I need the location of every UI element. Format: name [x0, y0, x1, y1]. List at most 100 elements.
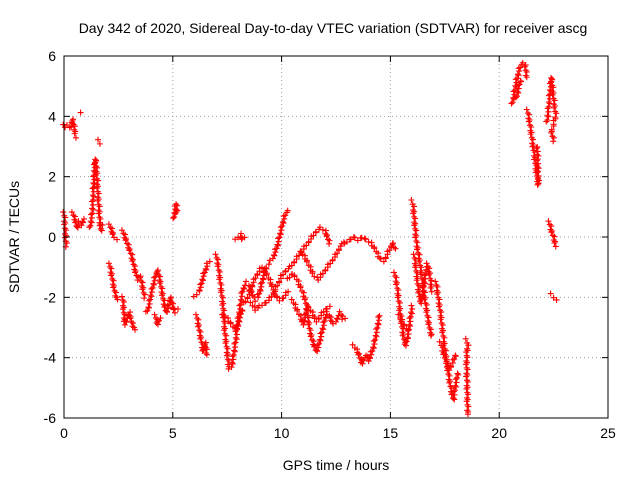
data-point [464, 378, 471, 385]
data-point [402, 339, 409, 346]
data-point [551, 104, 558, 111]
data-point [141, 291, 148, 298]
axis-ticks: 0 5 10 15 20 25 -6 -4 -2 0 2 4 6 [44, 48, 616, 441]
data-point [109, 231, 116, 238]
chart-title: Day 342 of 2020, Sidereal Day-to-day VTE… [79, 20, 588, 36]
data-point [274, 282, 281, 289]
data-point [219, 302, 226, 309]
data-point [127, 309, 134, 316]
data-point [438, 309, 445, 316]
data-point [351, 234, 358, 241]
data-point [414, 246, 421, 253]
data-point [291, 273, 298, 280]
data-point [548, 129, 555, 136]
data-point [316, 336, 323, 343]
data-point [514, 75, 521, 82]
data-point [97, 216, 104, 223]
data-point [224, 345, 231, 352]
data-point [66, 124, 73, 131]
data-point [552, 243, 559, 250]
data-point [550, 122, 557, 129]
data-point [512, 76, 519, 83]
data-point [279, 223, 286, 230]
data-point [265, 261, 272, 268]
data-point [361, 235, 368, 242]
data-point [521, 63, 528, 70]
data-point [139, 286, 146, 293]
data-point [277, 230, 284, 237]
data-point [371, 245, 378, 252]
data-point [195, 323, 202, 330]
data-point [77, 109, 84, 116]
data-point [427, 284, 434, 291]
data-point [232, 334, 239, 341]
data-point [157, 315, 164, 322]
data-point [450, 388, 457, 395]
data-point [421, 296, 428, 303]
data-point [275, 238, 282, 245]
data-point [382, 254, 389, 261]
data-point [527, 131, 534, 138]
data-point [275, 235, 282, 242]
data-point [411, 203, 418, 210]
data-point [60, 209, 67, 216]
data-point [463, 385, 470, 392]
data-point [275, 242, 282, 249]
data-point [94, 197, 101, 204]
data-point [72, 219, 79, 226]
data-point [252, 275, 259, 282]
data-point [301, 317, 308, 324]
data-point [409, 305, 416, 312]
data-point [297, 284, 304, 291]
data-point [279, 218, 286, 225]
data-point [300, 321, 307, 328]
data-point [550, 84, 557, 91]
data-point [428, 277, 435, 284]
data-point [239, 307, 246, 314]
data-point [417, 297, 424, 304]
data-point [154, 268, 161, 275]
data-point [374, 320, 381, 327]
data-point [93, 172, 100, 179]
data-point [238, 290, 245, 297]
data-point [278, 227, 285, 234]
data-point [122, 237, 129, 244]
data-point [423, 260, 430, 267]
data-point [151, 277, 158, 284]
data-point [416, 251, 423, 258]
data-point [436, 338, 443, 345]
data-point [237, 296, 244, 303]
data-point [465, 391, 472, 398]
data-point [446, 372, 453, 379]
data-point [203, 346, 210, 353]
data-point [415, 289, 422, 296]
data-point [151, 311, 158, 318]
data-point [508, 100, 515, 107]
data-point [436, 296, 443, 303]
data-point [229, 353, 236, 360]
data-point [231, 340, 238, 347]
y-tick-label: -4 [44, 350, 57, 366]
data-point [219, 311, 226, 318]
data-point [423, 309, 430, 316]
data-point [464, 411, 471, 418]
data-point [62, 214, 69, 221]
data-point [551, 239, 558, 246]
y-tick-label: -2 [44, 289, 57, 305]
data-point [170, 215, 177, 222]
data-point [410, 251, 417, 258]
data-point [395, 311, 402, 318]
data-point [321, 318, 328, 325]
data-point [318, 329, 325, 336]
data-point [455, 371, 462, 378]
data-point [452, 382, 459, 389]
data-point [411, 222, 418, 229]
data-point [276, 278, 283, 285]
data-point [110, 284, 117, 291]
data-point [534, 181, 541, 188]
data-point [309, 270, 316, 277]
data-point [545, 99, 552, 106]
data-point [270, 289, 277, 296]
data-point [412, 264, 419, 271]
